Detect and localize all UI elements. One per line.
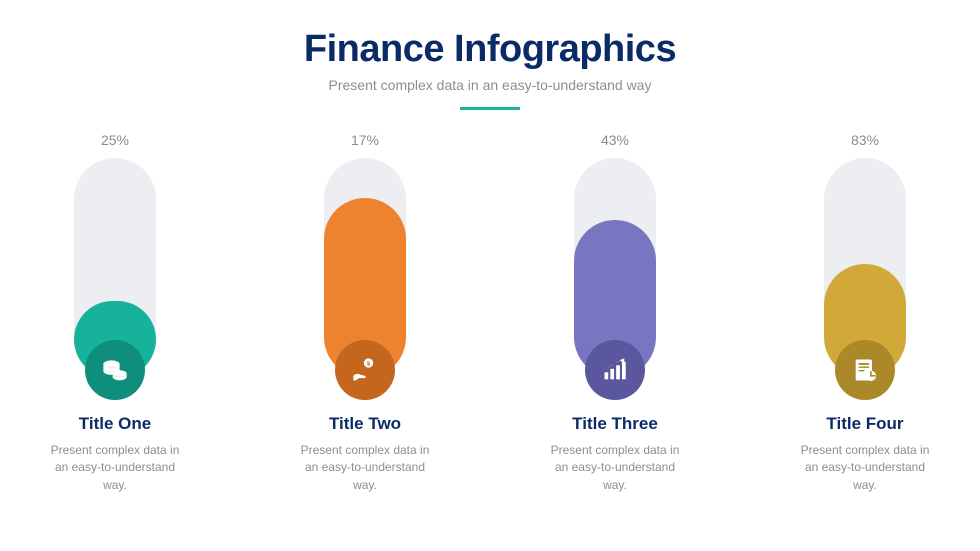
- column-title: Title Two: [329, 414, 401, 434]
- pill-gauge: $: [324, 158, 406, 378]
- pill-gauge: [74, 158, 156, 378]
- percent-label: 17%: [351, 132, 379, 148]
- percent-label: 43%: [601, 132, 629, 148]
- title-divider: [460, 107, 520, 110]
- growth-chart-icon: [601, 356, 629, 384]
- hand-coin-icon: $: [351, 356, 379, 384]
- report-icon: [851, 356, 879, 384]
- pill-gauge: [574, 158, 656, 378]
- column-four: 83% Title Four Present complex data in: [795, 132, 935, 494]
- pill-gauge: [824, 158, 906, 378]
- icon-circle: [585, 340, 645, 400]
- column-one: 25% Title One Present complex data in an…: [45, 132, 185, 494]
- column-title: Title Four: [826, 414, 903, 434]
- page-subtitle: Present complex data in an easy-to-under…: [329, 77, 652, 93]
- column-description: Present complex data in an easy-to-under…: [45, 442, 185, 494]
- coins-icon: [101, 356, 129, 384]
- icon-circle: [835, 340, 895, 400]
- columns-row: 25% Title One Present complex data in an…: [0, 132, 980, 494]
- infographic-page: Finance Infographics Present complex dat…: [0, 0, 980, 551]
- percent-label: 25%: [101, 132, 129, 148]
- column-description: Present complex data in an easy-to-under…: [795, 442, 935, 494]
- column-title: Title One: [79, 414, 151, 434]
- column-two: 17% $ Title Two Present complex data in …: [295, 132, 435, 494]
- icon-circle: [85, 340, 145, 400]
- column-three: 43% Title Three Present complex data i: [545, 132, 685, 494]
- column-description: Present complex data in an easy-to-under…: [295, 442, 435, 494]
- percent-label: 83%: [851, 132, 879, 148]
- column-title: Title Three: [572, 414, 658, 434]
- column-description: Present complex data in an easy-to-under…: [545, 442, 685, 494]
- page-title: Finance Infographics: [304, 28, 676, 71]
- icon-circle: $: [335, 340, 395, 400]
